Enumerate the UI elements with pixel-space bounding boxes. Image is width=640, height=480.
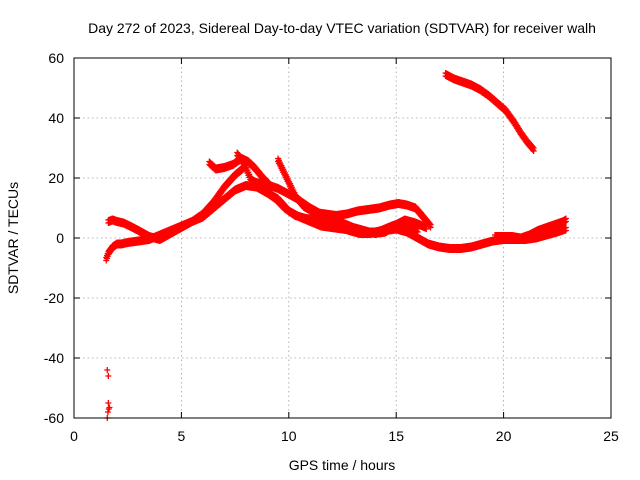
x-tick-label: 20 xyxy=(496,428,512,444)
y-tick-label: -40 xyxy=(44,350,64,366)
y-tick-label: 40 xyxy=(48,110,64,126)
series-track-g xyxy=(442,70,537,154)
series-track-b xyxy=(105,161,249,244)
series-track-f xyxy=(249,176,430,238)
data-point xyxy=(104,409,111,415)
y-tick-label: -60 xyxy=(44,410,64,426)
data-point xyxy=(562,218,569,225)
series-track-h xyxy=(492,215,569,243)
data-point xyxy=(530,148,537,154)
x-tick-label: 25 xyxy=(603,428,619,444)
y-tick-label: 20 xyxy=(48,170,64,186)
data-point xyxy=(105,400,112,406)
x-tick-label: 5 xyxy=(178,428,186,444)
x-tick-label: 10 xyxy=(281,428,297,444)
chart-title: Day 272 of 2023, Sidereal Day-to-day VTE… xyxy=(88,20,596,36)
y-tick-label: -20 xyxy=(44,290,64,306)
x-tick-label: 15 xyxy=(388,428,404,444)
y-tick-label: 0 xyxy=(56,230,64,246)
data-series xyxy=(103,70,569,421)
data-point xyxy=(104,367,111,373)
data-point xyxy=(414,229,421,235)
data-point xyxy=(562,227,569,234)
x-tick-label: 0 xyxy=(70,428,78,444)
data-point xyxy=(105,373,112,379)
y-axis-label: SDTVAR / TECUs xyxy=(5,182,21,294)
x-axis-label: GPS time / hours xyxy=(289,457,396,473)
y-tick-label: 60 xyxy=(48,50,64,66)
data-point xyxy=(427,224,434,231)
series-outliers xyxy=(104,367,113,421)
data-point xyxy=(423,226,430,232)
axis-ticks: 0 5 10 15 20 25 -60 -40 -20 0 20 40 60 xyxy=(44,50,619,444)
data-point xyxy=(105,406,112,412)
